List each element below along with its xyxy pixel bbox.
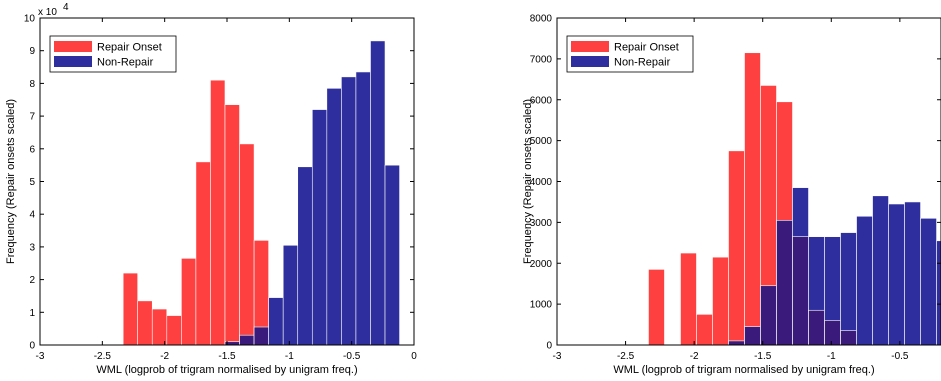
bar-non-repair-13	[311, 109, 328, 345]
bar-overlap-9	[253, 326, 269, 345]
x-tick-label: -2.5	[94, 351, 112, 362]
bar-overlap-11	[824, 320, 841, 345]
y-tick-label: 3000	[530, 218, 553, 229]
x-tick-label: -0.5	[891, 351, 909, 362]
y-tick-label: 8	[29, 79, 35, 90]
bar-non-repair-12	[297, 166, 313, 345]
bar-repair-onset-3	[696, 314, 713, 345]
bar-overlap-7	[760, 285, 777, 345]
x-tick-label: -3	[553, 351, 562, 362]
y-tick-label: 4	[29, 210, 35, 221]
right-histogram: -3-2.5-2-1.5-1-0.50010002000300040005000…	[522, 14, 941, 376]
bar-repair-onset-4	[712, 256, 729, 345]
bar-non-repair-15	[888, 203, 905, 345]
y-tick-label: 1	[29, 308, 35, 319]
bar-non-repair-10	[268, 297, 284, 345]
y-multiplier-exponent: 4	[63, 2, 69, 13]
y-tick-label: 10	[24, 14, 36, 25]
x-tick-label: -0.5	[343, 351, 361, 362]
bar-repair-onset-2	[680, 252, 697, 345]
legend-label-1: Non-Repair	[97, 57, 154, 69]
legend-swatch-1	[54, 56, 92, 67]
bar-repair-onset-5	[728, 150, 745, 345]
x-tick-label: -2.5	[617, 351, 635, 362]
y-tick-label: 3	[29, 242, 35, 253]
bars	[122, 40, 400, 345]
y-multiplier-label: x 10	[38, 7, 57, 18]
bar-non-repair-14	[872, 195, 889, 345]
bar-non-repair-16	[904, 201, 921, 345]
legend-swatch-1	[571, 56, 609, 67]
bar-repair-onset-3	[166, 315, 182, 345]
bar-non-repair-16	[355, 71, 371, 345]
legend-swatch-0	[54, 41, 92, 52]
x-axis-label: WML (logprob of trigram normalised by un…	[613, 364, 874, 376]
bar-non-repair-17	[920, 217, 937, 345]
bar-repair-onset-6	[744, 52, 761, 345]
x-tick-label: -2	[690, 351, 699, 362]
y-tick-label: 2	[29, 275, 35, 286]
x-tick-label: 0	[411, 351, 417, 362]
bar-repair-onset-7	[224, 104, 240, 345]
legend-label-0: Repair Onset	[97, 42, 162, 54]
bar-repair-onset-5	[195, 161, 211, 345]
bar-non-repair-17	[370, 40, 386, 345]
bar-repair-onset-8	[239, 143, 255, 345]
y-tick-label: 7	[29, 112, 35, 123]
x-tick-label: -1.5	[218, 351, 236, 362]
bar-non-repair-18	[936, 240, 941, 345]
y-tick-label: 1000	[530, 300, 553, 311]
bar-repair-onset-1	[137, 300, 153, 345]
y-axis-label: Frequency (Repair onsets scaled)	[522, 99, 534, 264]
y-tick-label: 0	[29, 341, 35, 352]
y-tick-label: 8000	[530, 14, 553, 25]
bar-repair-onset-0	[122, 272, 139, 345]
y-tick-label: 6000	[530, 95, 553, 106]
x-axis-label: WML (logprob of trigram normalised by un…	[96, 364, 357, 376]
y-tick-label: 5000	[530, 136, 553, 147]
bar-repair-onset-0	[648, 269, 665, 345]
y-tick-label: 2000	[530, 259, 553, 270]
bar-repair-onset-9	[253, 240, 269, 345]
bar-overlap-8	[776, 220, 793, 345]
left-histogram: -3 -2.5 -2 -1.5 -1 -0.5 0 0 1 2 3 4 5 6 7 8 9 10x 10 4 WML …	[5, 2, 417, 376]
bar-non-repair-11	[282, 244, 299, 345]
x-tick-label: -1.5	[754, 351, 772, 362]
x-tick-label: -2	[160, 351, 169, 362]
y-tick-label: 0	[546, 341, 552, 352]
bar-repair-onset-2	[151, 308, 168, 345]
bar-repair-onset-4	[181, 258, 197, 345]
bar-overlap-6	[744, 326, 761, 345]
legend-label-0: Repair Onset	[614, 42, 679, 54]
legend-swatch-0	[571, 41, 609, 52]
legend-label-1: Non-Repair	[614, 57, 671, 69]
bar-overlap-8	[239, 334, 255, 345]
y-tick-label: 5	[29, 177, 35, 188]
x-tick-label: -1	[285, 351, 294, 362]
bar-overlap-12	[840, 330, 857, 345]
bar-overlap-9	[792, 236, 809, 345]
bar-overlap-5	[728, 340, 745, 345]
y-axis-label: Frequency (Repair onsets scaled)	[5, 99, 17, 264]
bar-non-repair-12	[840, 232, 857, 345]
bar-non-repair-18	[384, 164, 400, 345]
x-tick-label: -1	[827, 351, 836, 362]
bar-non-repair-14	[326, 88, 342, 345]
y-tick-label: 9	[29, 46, 35, 57]
y-tick-label: 7000	[530, 54, 553, 65]
bar-non-repair-15	[341, 76, 357, 345]
bar-non-repair-13	[856, 215, 873, 345]
y-tick-label: 4000	[530, 177, 553, 188]
bar-overlap-10	[808, 309, 825, 345]
bar-repair-onset-6	[210, 79, 226, 345]
bars	[648, 52, 941, 345]
y-tick-label: 6	[29, 144, 35, 155]
x-tick-label: -3	[36, 351, 45, 362]
